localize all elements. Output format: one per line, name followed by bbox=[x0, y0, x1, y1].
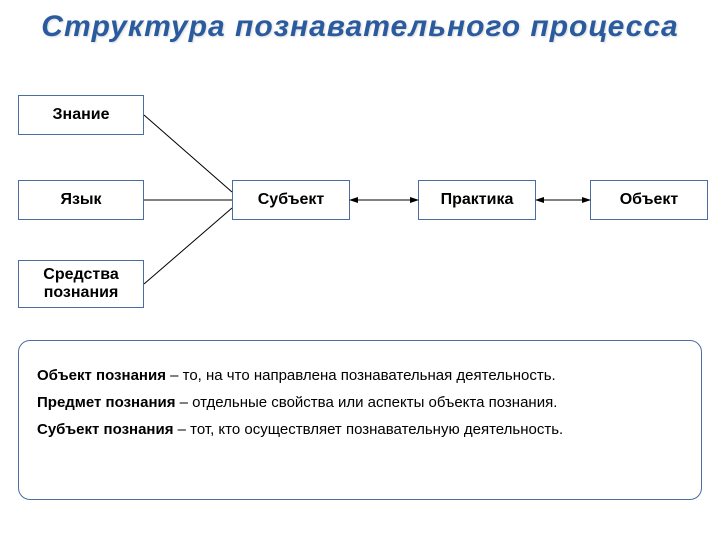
definition-item: Субъект познания – тот, кто осуществляет… bbox=[37, 421, 683, 438]
node-label: Объект bbox=[620, 191, 679, 209]
connector bbox=[144, 115, 232, 192]
definition-item: Объект познания – то, на что направлена … bbox=[37, 367, 683, 384]
definition-desc: – то, на что направлена познавательная д… bbox=[166, 367, 556, 384]
definition-term: Предмет познания bbox=[37, 394, 175, 411]
definition-term: Субъект познания bbox=[37, 421, 173, 438]
node-label: Практика bbox=[441, 191, 514, 209]
node-praktika: Практика bbox=[418, 180, 536, 220]
node-obekt: Объект bbox=[590, 180, 708, 220]
node-label: Знание bbox=[53, 106, 110, 124]
page-title: Структура познавательного процесса bbox=[41, 10, 678, 44]
definition-desc: – тот, кто осуществляет познавательную д… bbox=[173, 421, 563, 438]
definitions-panel: Объект познания – то, на что направлена … bbox=[18, 340, 702, 500]
definition-item: Предмет познания – отдельные свойства ил… bbox=[37, 394, 683, 411]
definition-term: Объект познания bbox=[37, 367, 166, 384]
node-label: Средства познания bbox=[43, 266, 118, 301]
node-subekt: Субъект bbox=[232, 180, 350, 220]
node-label: Субъект bbox=[258, 191, 325, 209]
connector bbox=[144, 208, 232, 284]
node-sredstva: Средства познания bbox=[18, 260, 144, 308]
node-yazyk: Язык bbox=[18, 180, 144, 220]
node-label: Язык bbox=[60, 191, 101, 209]
definition-desc: – отдельные свойства или аспекты объекта… bbox=[175, 394, 557, 411]
node-znanie: Знание bbox=[18, 95, 144, 135]
